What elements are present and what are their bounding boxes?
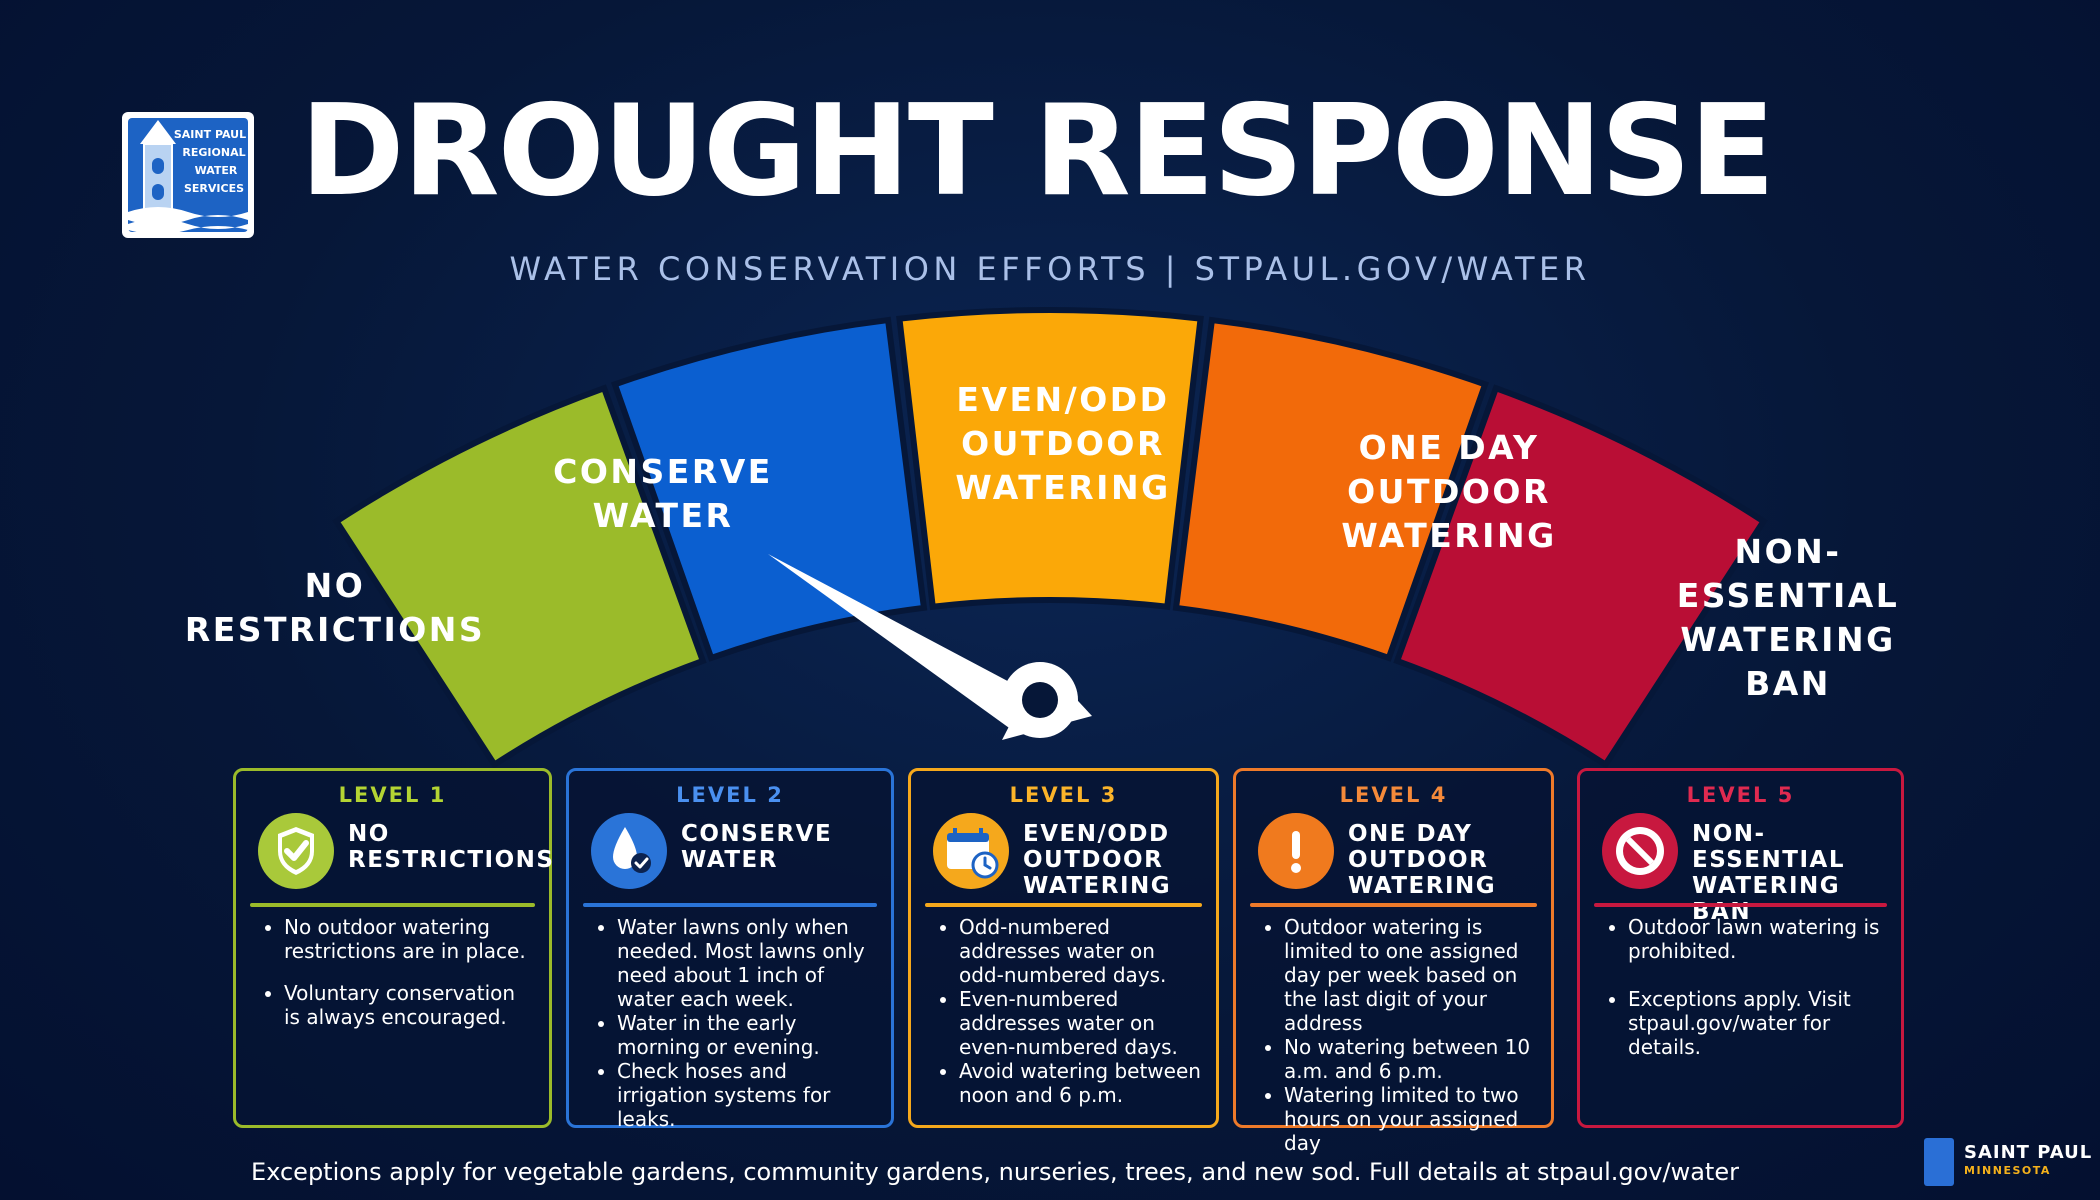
card-bullet: No outdoor watering restrictions are in …: [284, 915, 537, 963]
prohibited-icon: [1602, 813, 1678, 889]
gauge-segment-label-2: CONSERVE WATER: [553, 452, 773, 535]
gauge-segment-label-4: ONE DAY OUTDOOR WATERING: [1341, 428, 1557, 555]
logo-line-1: SAINT PAUL: [174, 128, 246, 141]
gauge-segment-label-5: NON-ESSENTIAL WATERING BAN: [1676, 532, 1900, 703]
card-bullet: Avoid watering between noon and 6 p.m.: [959, 1059, 1204, 1107]
level-number: LEVEL 2: [676, 783, 784, 807]
card-title: CONSERVE WATER: [681, 821, 833, 873]
level-card-1: LEVEL 1 NO RESTRICTIONS No outdoor water…: [233, 768, 555, 1128]
level-card-3: LEVEL 3 EVEN/ODD OUTDOOR WATERING Odd-nu…: [908, 768, 1219, 1128]
footer-state: MINNESOTA: [1964, 1164, 2051, 1177]
gauge-needle: [768, 554, 1092, 740]
level-card-4: LEVEL 4 ONE DAY OUTDOOR WATERING Outdoor…: [1233, 768, 1554, 1155]
water-drop-icon: [591, 813, 667, 889]
exclamation-icon: [1258, 813, 1334, 889]
footer-city: SAINT PAUL: [1964, 1142, 2093, 1163]
card-divider: [1594, 903, 1887, 907]
card-bullet: Watering limited to two hours on your as…: [1284, 1083, 1539, 1155]
card-bullets: Odd-numbered addresses water on odd-numb…: [925, 915, 1204, 1107]
card-divider: [925, 903, 1202, 907]
gauge-segment-3: [896, 307, 1204, 611]
gauge-segment-2: [611, 316, 928, 662]
card-bullets: No outdoor watering restrictions are in …: [250, 915, 537, 1029]
card-bullet: Check hoses and irrigation systems for l…: [617, 1059, 879, 1131]
gauge-segment-4: [1172, 316, 1489, 662]
logo-line-3: WATER: [195, 164, 238, 177]
logo-line-2: REGIONAL: [182, 146, 245, 159]
card-title: EVEN/ODD OUTDOOR WATERING: [1023, 821, 1172, 899]
page-subtitle: WATER CONSERVATION EFFORTS | STPAUL.GOV/…: [509, 250, 1591, 288]
card-bullet: Odd-numbered addresses water on odd-numb…: [959, 915, 1204, 987]
card-bullets: Outdoor lawn watering is prohibited. Exce…: [1594, 915, 1889, 1059]
card-bullet: Water in the early morning or evening.: [617, 1011, 879, 1059]
page-title: DROUGHT RESPONSE: [300, 77, 1775, 224]
card-title: ONE DAY OUTDOOR WATERING: [1348, 821, 1497, 899]
level-number: LEVEL 4: [1339, 783, 1448, 807]
gauge-segment-label-3: EVEN/ODD OUTDOOR WATERING: [955, 380, 1171, 507]
card-bullet: Outdoor watering is limited to one assig…: [1284, 915, 1539, 1035]
card-bullets: Water lawns only when needed. Most lawns…: [583, 915, 879, 1131]
level-card-5: LEVEL 5 NON-ESSENTIAL WATERING BAN Outdo…: [1577, 768, 1904, 1128]
card-divider: [250, 903, 535, 907]
level-card-2: LEVEL 2 CONSERVE WATER Water lawns only …: [566, 768, 894, 1131]
gauge-segment-5: [1393, 384, 1768, 769]
card-bullet: Outdoor lawn watering is prohibited.: [1628, 915, 1889, 963]
card-divider: [583, 903, 877, 907]
card-title: NON-ESSENTIAL WATERING BAN: [1692, 821, 1845, 925]
card-bullet: Even-numbered addresses water on even-nu…: [959, 987, 1204, 1059]
level-number: LEVEL 5: [1686, 783, 1795, 807]
card-bullet: Water lawns only when needed. Most lawns…: [617, 915, 879, 1011]
saint-paul-regional-water-services-logo: SAINT PAUL REGIONAL WATER SERVICES: [122, 112, 254, 238]
saint-paul-minnesota-logo: SAINT PAUL MINNESOTA: [1920, 1138, 2093, 1188]
gauge-segment-1: [332, 384, 707, 769]
logo-line-4: SERVICES: [184, 182, 244, 195]
card-bullet: Exceptions apply. Visit stpaul.gov/water…: [1628, 987, 1889, 1059]
card-bullet: No watering between 10 a.m. and 6 p.m.: [1284, 1035, 1539, 1083]
card-divider: [1250, 903, 1537, 907]
card-bullets: Outdoor watering is limited to one assig…: [1250, 915, 1539, 1155]
capitol-icon: [1924, 1138, 1954, 1186]
shield-check-icon: [258, 813, 334, 889]
footer-note: Exceptions apply for vegetable gardens, …: [251, 1158, 1739, 1186]
card-bullet: Voluntary conservation is always encoura…: [284, 981, 537, 1029]
card-title: NO RESTRICTIONS: [348, 821, 555, 873]
gauge-segment-label-1: NO RESTRICTIONS: [184, 566, 486, 649]
level-number: LEVEL 1: [338, 783, 447, 807]
calendar-clock-icon: [933, 813, 1009, 889]
level-number: LEVEL 3: [1009, 783, 1118, 807]
